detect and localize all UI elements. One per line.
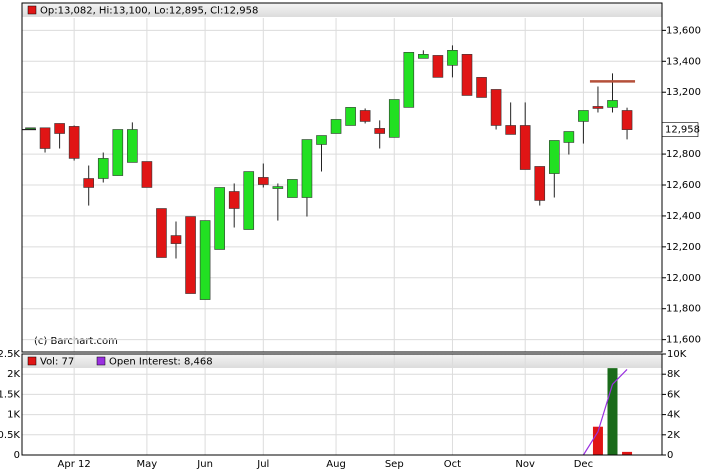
y2-tick-label: 0 (667, 450, 673, 461)
candle-body (185, 216, 196, 294)
candle-body (476, 77, 487, 98)
candle-body (287, 179, 298, 198)
candle-body (534, 166, 546, 201)
y2-tick-label: 4K (667, 410, 680, 421)
legend-swatch (27, 356, 37, 366)
candle-body (316, 135, 327, 145)
plot-frame (21, 2, 663, 353)
candle-body (243, 171, 255, 230)
candle-body (39, 127, 51, 149)
candle-body (214, 187, 225, 250)
legend-text: Op:13,082, Hi:13,100, Lo:12,895, Cl:12,9… (40, 6, 258, 17)
candle-body (490, 89, 502, 126)
candle-body (519, 125, 531, 170)
candle-body (228, 191, 240, 209)
x-tick-label: May (137, 459, 158, 470)
legend-swatch (96, 356, 106, 366)
candle-body (359, 110, 371, 122)
candle-body (54, 123, 65, 134)
volume-bar (607, 368, 618, 455)
candle-body (374, 128, 386, 134)
y2-tick-label: 2K (667, 430, 680, 441)
y-tick-label: 12,600 (666, 180, 701, 191)
y-tick-label: 0 (14, 450, 20, 461)
candle-body (199, 220, 211, 300)
candle-body (127, 129, 138, 163)
candle-body (112, 129, 124, 176)
candle-body (97, 158, 109, 179)
candle-body (68, 126, 80, 159)
candle-body (170, 235, 182, 244)
candle-body (447, 50, 458, 66)
candle-body (301, 139, 313, 198)
x-tick-label: Dec (574, 459, 593, 470)
y-tick-label: 2K (7, 369, 20, 380)
candle-body (548, 140, 560, 174)
legend-text: Open Interest: 8,468 (109, 357, 213, 368)
y-tick-label: 1K (7, 410, 20, 421)
y-tick-label: 12,000 (666, 273, 701, 284)
candle-body (330, 119, 342, 134)
y2-tick-label: 10K (667, 349, 687, 360)
candle-body (418, 54, 429, 59)
plot-frame (21, 353, 663, 456)
x-tick-label: Sep (385, 459, 404, 470)
y-tick-label: 12,200 (666, 242, 701, 253)
candle-body (83, 178, 94, 188)
candle-body (578, 110, 589, 122)
y2-tick-label: 8K (667, 369, 680, 380)
x-tick-label: Jun (196, 459, 213, 470)
y-tick-label: 2.5K (0, 349, 20, 360)
volume-bar (592, 426, 603, 455)
candle-body (345, 107, 356, 126)
candle-body (403, 52, 415, 108)
volume-bar (622, 451, 633, 455)
candle-body (156, 208, 167, 258)
y-tick-label: 11,600 (666, 335, 701, 346)
legend-bar (22, 3, 662, 17)
candle-body (563, 131, 575, 143)
x-tick-label: Jul (256, 459, 269, 470)
candle-body (257, 177, 269, 185)
candle-body (607, 100, 618, 108)
candle-body (388, 99, 400, 138)
candle-body (432, 55, 444, 78)
x-tick-label: Oct (444, 459, 461, 470)
candle-body (592, 106, 604, 109)
y-tick-label: 12,800 (666, 149, 701, 160)
y-tick-label: 13,200 (666, 87, 701, 98)
y-tick-label: 12,400 (666, 211, 701, 222)
watermark: (c) Barchart.com (34, 336, 118, 347)
legend-text: Vol: 77 (40, 357, 74, 368)
y-tick-label: 1.5K (0, 389, 20, 400)
x-tick-label: Aug (326, 459, 346, 470)
candle-body (25, 127, 36, 130)
candle-body (272, 186, 284, 189)
x-tick-label: Nov (515, 459, 535, 470)
y-tick-label: 0.5K (0, 430, 20, 441)
y2-tick-label: 6K (667, 389, 680, 400)
legend-bar (22, 354, 662, 368)
oi-line (582, 369, 628, 456)
y-tick-label: 13,600 (666, 25, 701, 36)
candle-body (505, 125, 516, 135)
candle-body (141, 161, 153, 188)
y-tick-label: 13,400 (666, 56, 701, 67)
y-tick-label: 11,800 (666, 304, 701, 315)
candle-body (461, 54, 473, 96)
last-price-label: 12,958 (665, 125, 700, 136)
candle-body (621, 110, 633, 130)
x-tick-label: Apr 12 (58, 459, 91, 470)
legend-swatch (27, 5, 37, 15)
